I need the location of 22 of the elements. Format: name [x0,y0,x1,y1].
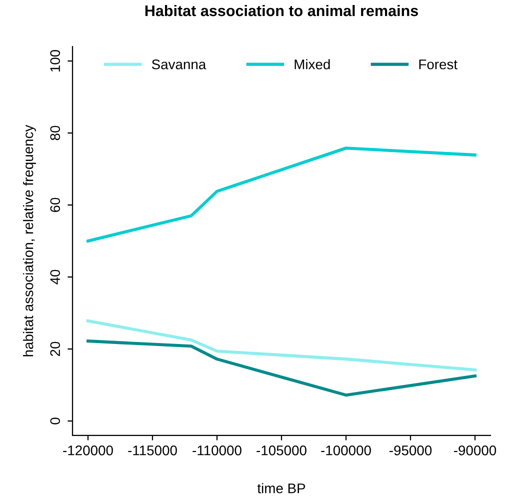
x-tick-label: -110000 [192,445,242,456]
x-axis-title: time BP [257,483,306,494]
legend-label: Forest [419,60,458,70]
line-series [86,319,477,372]
y-tick-label: 20 [50,342,60,356]
x-tick-label: -95000 [389,445,432,456]
x-tick-label: -115000 [128,445,177,456]
x-tick-label: -120000 [63,445,113,456]
y-tick-label: 60 [50,198,60,212]
legend-label: Savanna [152,59,206,70]
line-series [86,340,477,397]
chart-title: Habitat association to animal remains [145,4,418,16]
y-tick-label: 40 [50,270,60,284]
y-tick-label: 80 [50,126,60,140]
y-tick-label: 100 [50,50,60,72]
x-tick-label: -90000 [454,445,496,456]
x-tick-label: -100000 [321,445,371,456]
legend-label: Mixed [294,59,330,70]
y-tick-label: 0 [50,418,60,424]
y-axis-title: habitat association, relative frequency [23,124,36,356]
line-series [86,146,477,243]
x-tick-label: -105000 [256,445,306,456]
